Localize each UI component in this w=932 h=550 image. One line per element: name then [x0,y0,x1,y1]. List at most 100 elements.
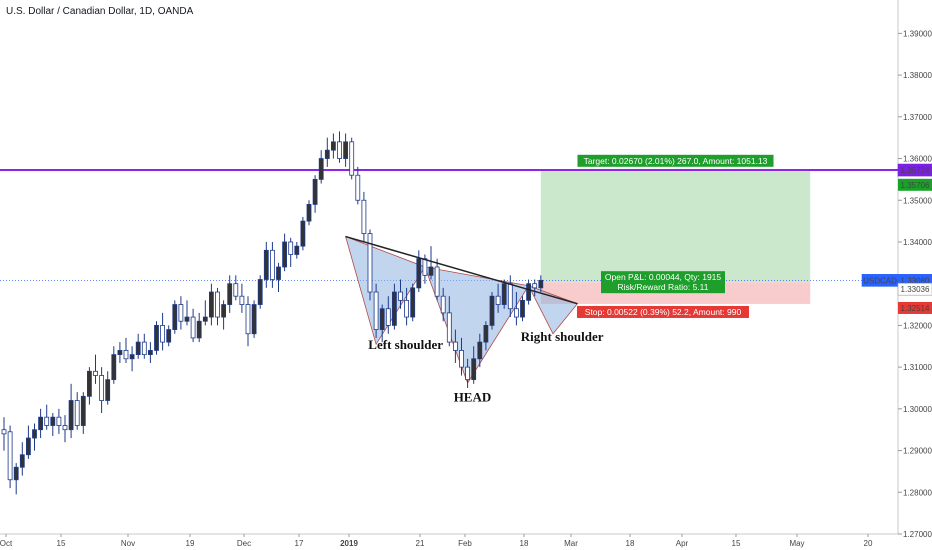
price-badge-box [897,282,932,296]
candle-body [154,325,159,351]
price-badge: 1.33036 [897,282,932,296]
candle [337,131,342,163]
candle [50,413,56,436]
candle-body [166,329,172,343]
neckline [345,235,578,305]
candle [129,346,135,372]
price-badge-box [898,178,932,191]
candle [300,216,306,251]
candle [294,241,300,259]
candle-body [477,341,483,360]
candle [166,325,172,347]
candle-body [324,149,330,159]
candle-body [1,429,7,435]
candle-body [32,429,37,439]
candle [514,292,519,326]
target-label-box [577,154,774,167]
candle-body [129,354,135,360]
candle [44,404,50,430]
candle-body [422,258,428,276]
candle [410,283,416,322]
x-tick-label: 17 [295,539,304,548]
candle-body [123,350,129,360]
candle [147,342,153,363]
candle-body [135,341,141,356]
candle-body [349,141,355,176]
price-badge: 1.35706 [898,178,932,191]
candle-body [398,291,403,301]
price-badge-box [898,301,932,314]
candle [483,321,489,351]
candle [428,246,434,280]
candle [367,229,373,301]
price-badge-label: 1.35724 [901,166,930,175]
candle-body [520,299,525,318]
candle [257,275,263,309]
candle-body [233,283,239,297]
candle-body [99,375,104,401]
candle-body [251,304,257,335]
info-label-box [601,271,725,294]
candle [489,292,495,330]
candle [56,408,62,434]
candle-body [44,416,50,426]
price-badge: USDCAD [861,274,899,287]
x-tick-label: 15 [57,539,66,548]
candle-body [221,304,227,318]
candle [32,423,37,451]
candle [398,279,403,309]
candle [160,312,166,351]
candle-body [367,233,373,293]
candle [178,296,184,330]
candle [105,371,111,405]
candle-body [227,283,233,305]
candle-body [373,291,379,330]
y-tick-label: 1.27000 [903,530,932,539]
info-label-line2: Risk/Reward Ratio: 5.11 [617,282,708,292]
candle-body [56,416,62,426]
candle-body [471,358,477,381]
candle-body [501,283,507,305]
candle-body [117,350,123,356]
y-tick-label: 1.37000 [903,113,932,122]
y-tick-label: 1.29000 [903,447,932,456]
y-tick-label: 1.39000 [903,29,932,38]
candle [38,408,43,439]
candle [391,283,397,330]
info-label-line1: Open P&L: 0.00044, Qty: 1915 [605,272,722,282]
candle [99,367,104,414]
candle [440,287,446,322]
y-tick-label: 1.38000 [903,71,932,80]
target-label: Target: 0.02670 (2.01%) 267.0, Amount: 1… [584,156,768,166]
candle-body [391,291,397,326]
candle [68,383,74,439]
x-tick-label: May [789,539,804,548]
stop-label-box [577,305,749,318]
candle-body [184,316,190,322]
candle-body [361,199,367,235]
y-tick-label: 1.36000 [903,155,932,164]
candle-body [111,354,117,381]
candle [532,279,538,297]
candle-body [318,158,324,180]
candle [501,279,507,309]
candle [477,333,483,368]
y-tick-label: 1.32000 [903,321,932,330]
candle [452,329,458,363]
candle-body [312,178,318,205]
candle [215,287,220,326]
candle-body [416,258,422,289]
candle-body [208,291,214,318]
price-badge-label: 1.35706 [901,181,930,190]
candle-body [38,416,43,431]
candle-body [385,308,391,326]
candle [62,415,68,443]
candle [495,283,501,313]
candle-body [282,241,288,268]
candle-body [7,431,13,481]
candle-body [465,366,471,381]
candle [318,150,324,184]
candle-body [532,283,538,289]
candle-body [93,370,98,376]
candle-body [74,400,80,426]
